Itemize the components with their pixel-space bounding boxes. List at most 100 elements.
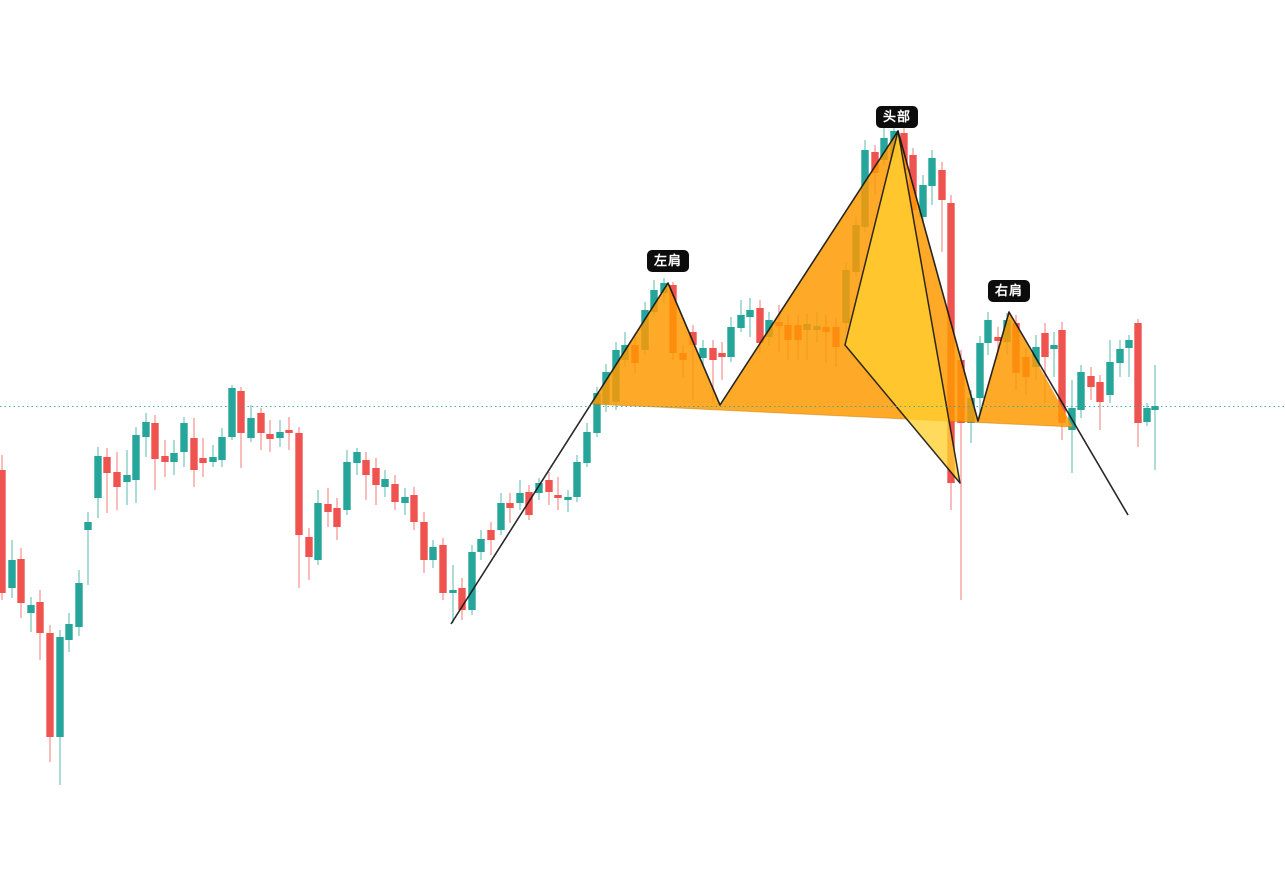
candle-body xyxy=(228,388,236,437)
candle-body xyxy=(372,468,380,485)
candle-body xyxy=(554,495,562,498)
candle-up xyxy=(218,428,226,467)
candle-body xyxy=(285,430,293,433)
candle-down xyxy=(161,440,169,477)
candle-body xyxy=(381,479,389,487)
candle-up xyxy=(132,427,140,503)
candle-down xyxy=(103,448,111,513)
candle-up xyxy=(1125,335,1133,377)
candle-body xyxy=(709,348,717,360)
candle-down xyxy=(410,487,418,530)
candle-down xyxy=(113,452,121,510)
candle-down xyxy=(266,420,274,452)
candle-body xyxy=(27,605,35,613)
right-shoulder-label[interactable]: 右肩 xyxy=(987,280,1031,302)
candle-down xyxy=(487,522,495,555)
candle-body xyxy=(535,483,543,493)
left-shoulder-label[interactable]: 左肩 xyxy=(646,250,690,272)
pattern-outline[interactable] xyxy=(450,130,1129,625)
candle-down xyxy=(199,438,207,477)
candle-up xyxy=(27,597,35,632)
projection-triangle[interactable] xyxy=(844,130,961,484)
candle-down xyxy=(1096,375,1104,430)
candle-body xyxy=(573,462,581,497)
candle-body xyxy=(276,432,284,438)
pattern-neckline[interactable] xyxy=(591,403,1074,428)
candle-down xyxy=(391,475,399,510)
candle-body xyxy=(497,503,505,530)
candle-body xyxy=(161,456,169,462)
candle-body xyxy=(1058,330,1066,423)
candle-up xyxy=(468,545,476,615)
candle-body xyxy=(151,423,159,459)
candle-down xyxy=(36,590,44,660)
candle-body xyxy=(113,472,121,487)
candle-down xyxy=(151,415,159,490)
candle-up xyxy=(65,613,73,652)
candle-body xyxy=(123,475,131,482)
candle-up xyxy=(343,450,351,515)
candle-down xyxy=(420,512,428,573)
candle-body xyxy=(46,633,54,737)
candle-down xyxy=(439,538,447,600)
candle-up xyxy=(1116,340,1124,377)
candle-up xyxy=(209,445,217,467)
candle-body xyxy=(1050,345,1058,349)
head-shoulders-pattern[interactable] xyxy=(450,130,1129,625)
candle-up xyxy=(564,490,572,512)
candle-body xyxy=(984,320,992,343)
candle-up xyxy=(123,450,131,505)
candle-body xyxy=(593,393,601,433)
candle-down xyxy=(506,493,514,523)
candle-down xyxy=(938,162,946,252)
candle-body xyxy=(1143,408,1151,422)
candle-up xyxy=(919,175,927,222)
candle-body xyxy=(180,423,188,452)
candle-body xyxy=(56,637,64,737)
candle-body xyxy=(75,583,83,627)
candle-body xyxy=(718,353,726,357)
pattern-fill[interactable] xyxy=(592,131,1073,427)
candle-up xyxy=(180,417,188,467)
candle-body xyxy=(218,437,226,460)
head-label[interactable]: 头部 xyxy=(875,106,919,128)
candle-up xyxy=(429,540,437,568)
candle-body xyxy=(880,138,888,160)
candle-body xyxy=(65,624,73,640)
candle-down xyxy=(17,548,25,618)
candle-body xyxy=(343,462,351,510)
candle-body xyxy=(170,453,178,462)
candle-body xyxy=(237,391,245,433)
candle-body xyxy=(699,348,707,358)
candle-body xyxy=(477,539,485,552)
candle-up xyxy=(228,385,236,440)
candle-up xyxy=(737,300,745,332)
candle-up xyxy=(94,447,102,518)
candle-body xyxy=(103,457,111,473)
candle-up xyxy=(727,317,735,362)
candle-up xyxy=(1106,340,1114,403)
candle-body xyxy=(410,495,418,522)
candle-body xyxy=(1096,382,1104,402)
candle-down xyxy=(458,578,466,620)
candle-body xyxy=(257,413,265,433)
candle-body xyxy=(305,537,313,557)
candle-down xyxy=(46,625,54,762)
candle-up xyxy=(699,340,707,365)
candle-body xyxy=(420,522,428,560)
candle-body xyxy=(468,552,476,610)
candle-up xyxy=(976,336,984,420)
candle-body xyxy=(449,590,457,593)
candle-body xyxy=(506,503,514,508)
candle-up xyxy=(1077,365,1085,418)
candle-body xyxy=(439,545,447,593)
candle-down xyxy=(295,427,303,588)
candle-body xyxy=(871,152,879,173)
candle-body xyxy=(727,327,735,357)
candle-body xyxy=(1106,362,1114,395)
candle-body xyxy=(1134,323,1142,423)
candle-up xyxy=(1050,332,1058,377)
candle-up xyxy=(497,493,505,535)
